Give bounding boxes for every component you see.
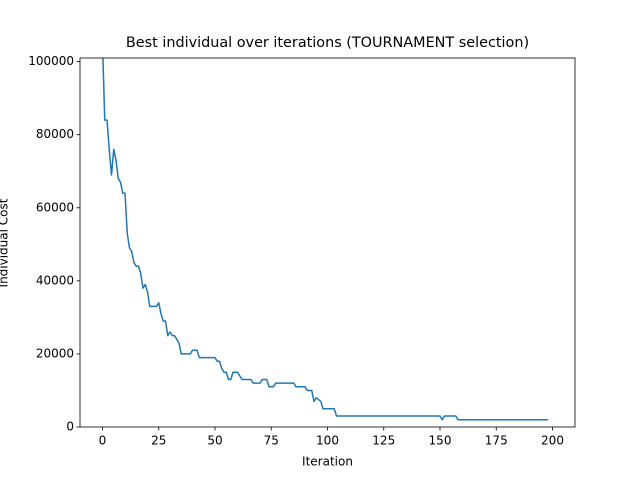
y-tick-label: 0	[66, 420, 74, 434]
x-tick-label: 75	[264, 434, 279, 448]
y-axis-label: Individual Cost	[0, 198, 11, 287]
x-tick-label: 0	[99, 434, 107, 448]
y-tick-label: 60000	[36, 200, 74, 214]
x-tick-label: 125	[372, 434, 395, 448]
x-tick-label: 100	[316, 434, 339, 448]
chart-title: Best individual over iterations (TOURNAM…	[126, 35, 529, 51]
x-tick-label: 25	[151, 434, 166, 448]
y-tick-label: 40000	[36, 273, 74, 287]
x-tick-label: 200	[541, 434, 564, 448]
x-tick-label: 175	[485, 434, 508, 448]
y-tick-label: 100000	[28, 54, 74, 68]
line	[102, 58, 548, 421]
x-tick-label: 150	[429, 434, 452, 448]
x-axis-label: Iteration	[302, 455, 353, 469]
y-tick-label: 20000	[36, 346, 74, 360]
plot-area	[102, 58, 548, 421]
x-tick-label: 50	[207, 434, 222, 448]
y-tick-label: 80000	[36, 127, 74, 141]
